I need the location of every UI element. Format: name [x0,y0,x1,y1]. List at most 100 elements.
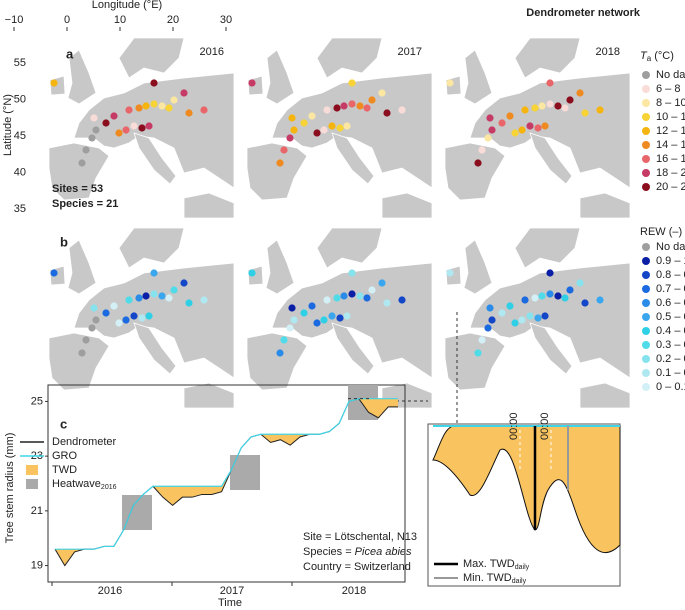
legend-label: 0.5 – 0.6 [656,311,685,323]
site-dot [135,104,143,112]
site-dot [368,286,376,294]
site-dot [323,296,331,304]
site-dot [170,286,178,294]
legend-label: 0 – 0.1 [656,381,685,393]
site-dot [526,312,534,320]
legend-dot [642,341,650,349]
site-dot [276,349,284,357]
legend-label: No data [656,69,685,81]
site-dot [158,102,166,110]
site-dot [288,304,296,312]
legend-dot [642,155,650,163]
site-dot [290,126,298,134]
site-dot [185,109,193,117]
site-dot [130,122,138,130]
site-dot [336,314,344,322]
legend-dot [642,113,650,121]
legend-label: No data [656,241,685,253]
year-label: 2018 [596,46,620,58]
legend-dot [642,271,650,279]
site-dot [521,106,529,114]
site-dot [50,269,58,277]
site-dot [541,122,549,130]
site-dot [78,349,86,357]
y-tick-label: 50 [14,93,26,105]
site-dot [88,134,96,142]
site-dot [526,122,534,130]
y-tick-label: 55 [14,57,26,69]
legend-name: Heatwave [52,478,101,490]
legend-dot [642,99,650,107]
y-tick-label: 45 [14,130,26,142]
site-dot [546,269,554,277]
legend-label: TWD [52,464,77,476]
y-tick-label: 19 [31,559,43,571]
heatwave-box [230,455,260,490]
site-dot [474,159,482,167]
legend-label: 0.4 – 0.5 [656,325,685,337]
site-dot [511,319,519,327]
legend-dot [642,299,650,307]
site-dot [498,119,506,127]
site-dot [566,286,574,294]
site-dot [446,79,454,87]
site-dot [110,302,118,310]
plot-frame [47,384,406,583]
site-dot [122,126,130,134]
legend-label: 10 – 12 [656,111,685,123]
site-dot [363,294,371,302]
site-dot [581,299,589,307]
legend-dot [642,183,650,191]
legend-dot [642,141,650,149]
site-dot [150,79,158,87]
legend-label: 12 – 14 [656,125,685,137]
y-tick-label: 35 [14,203,26,215]
legend-dot [642,327,650,335]
site-dot [368,96,376,104]
site-dot [383,299,391,307]
site-dot [320,126,328,134]
site-dot [518,126,526,134]
site-dot [348,290,356,298]
site-dot [398,106,406,114]
site-dot [300,119,308,127]
site-dot [546,79,554,87]
legend-title: REW (–) [640,226,682,238]
site-dot [90,114,98,122]
legend-dot [642,355,650,363]
legend-label: 18 – 20 [656,167,685,179]
site-dot [498,309,506,317]
site-dot [276,159,284,167]
legend-swatch [26,465,38,475]
site-dot [363,104,371,112]
site-dot [596,296,604,304]
site-dot [561,104,569,112]
site-dot [150,100,158,108]
legend-label: 0.9 – 1 [656,255,685,267]
site-dot [115,129,123,137]
site-dot [511,129,519,137]
site-dot [398,296,406,304]
site-dot [446,269,454,277]
site-dot [308,302,316,310]
site-dot [506,302,514,310]
y-tick-label: 40 [14,166,26,178]
legend-label: 0.7 – 0.8 [656,283,685,295]
site-dot [248,269,256,277]
time-label: 00:00 [508,412,520,440]
x-axis-label: Longitude (°E) [92,0,162,11]
site-dot [348,100,356,108]
panel-label: a [66,46,74,61]
site-dot [135,294,143,302]
site-dot [356,102,364,110]
sites-count: Sites = 53 [52,183,103,195]
y-axis-label: Latitude (°N) [2,94,14,156]
site-dot [333,104,341,112]
site-dot [308,112,316,120]
legend-dot [642,257,650,265]
site-dot [290,316,298,324]
legend-dot [642,169,650,177]
site-dot [478,146,486,154]
site-dot [340,292,348,300]
